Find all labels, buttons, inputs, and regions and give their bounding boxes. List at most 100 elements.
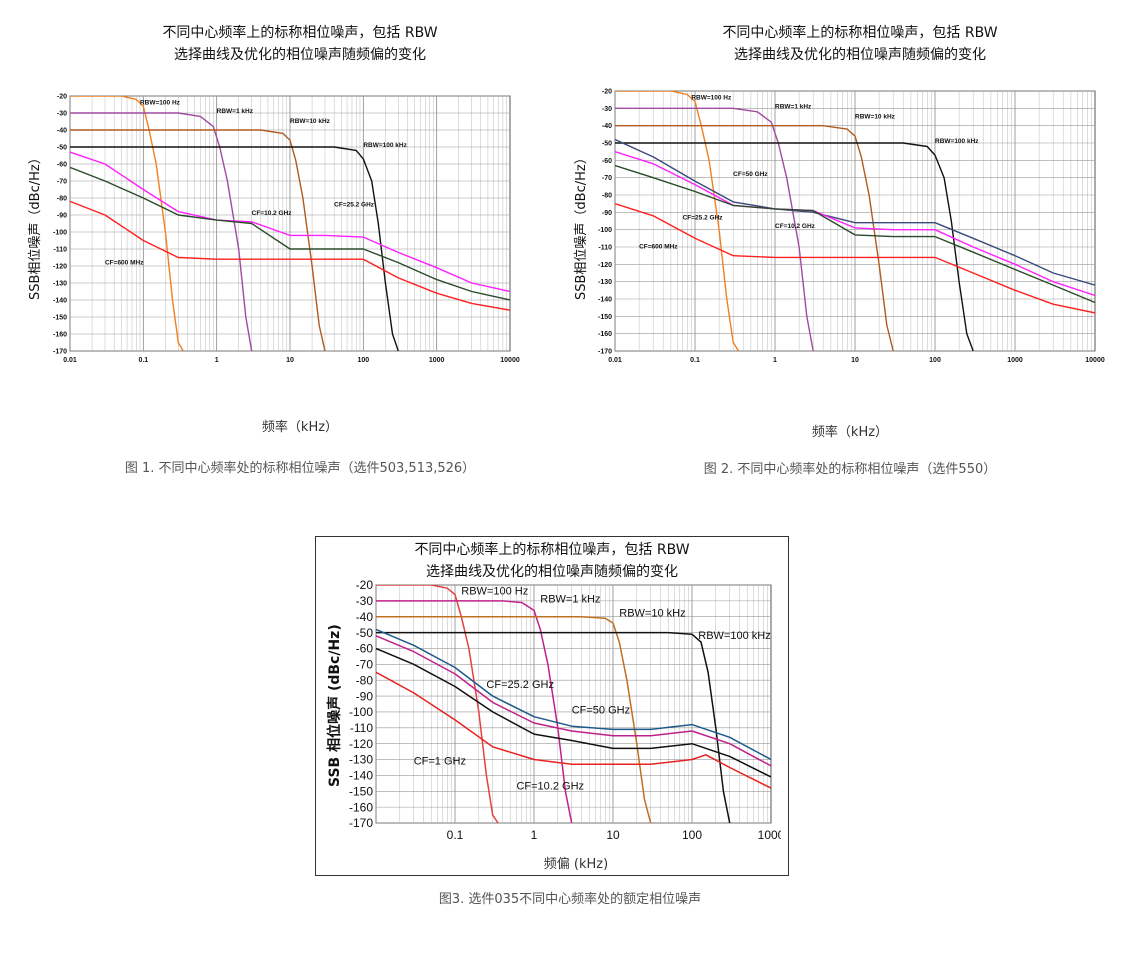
series-annotation: CF=50 GHz [733, 171, 768, 178]
y-tick-label: -90 [356, 689, 374, 703]
series-annotation: CF=10.2 GHz [516, 781, 584, 793]
y-tick-label: -150 [598, 314, 612, 321]
caption-1: 图 1. 不同中心频率处的标称相位噪声（选件503,513,526） [124, 461, 476, 476]
series-line-4 [615, 138, 1095, 286]
y-tick-label: -20 [602, 88, 612, 95]
y-tick-label: -160 [349, 800, 373, 814]
series-line-5 [615, 151, 1095, 297]
y-tick-label: -150 [53, 314, 67, 321]
x-axis-label-3: 频偏 (kHz) [543, 857, 609, 872]
figure-3-frame: 不同中心频率上的标称相位噪声，包括 RBW 选择曲线及优化的相位噪声随频偏的变化… [315, 536, 789, 876]
series-line-3 [376, 631, 731, 823]
grid [69, 95, 510, 352]
series-annotation: RBW=1 kHz [540, 593, 600, 605]
y-tick-label: -140 [598, 296, 612, 303]
y-tick-label: -170 [598, 348, 612, 355]
y-tick-label: -30 [57, 110, 67, 117]
grid [614, 90, 1095, 352]
x-tick-label: 1 [531, 828, 538, 842]
y-tick-label: -50 [602, 140, 612, 147]
x-tick-label: 0.01 [63, 357, 77, 364]
y-tick-label: -170 [349, 816, 373, 830]
series-annotation: CF=25.2 GHz [683, 214, 724, 221]
y-tick-label: -150 [349, 784, 373, 798]
series-line-7 [70, 200, 510, 311]
y-tick-label: -110 [598, 244, 612, 251]
series-annotation: CF=50 GHz [572, 705, 630, 717]
y-tick-label: -40 [57, 127, 67, 134]
y-tick-label: -60 [57, 161, 67, 168]
y-tick-label: -60 [602, 158, 612, 165]
chart-1: -20 -30 -40 -50 -60 -70 -80 -90 -100 -110 -120 -130… [53, 93, 520, 364]
grid [375, 584, 771, 824]
y-tick-label: -120 [349, 737, 373, 751]
y-tick-label: -130 [349, 753, 373, 767]
y-tick-label: -20 [57, 93, 67, 100]
y-tick-label: -90 [57, 212, 67, 219]
y-tick-label: -120 [53, 263, 67, 270]
x-tick-label: 1 [773, 357, 777, 364]
series-annotation: CF=600 MHz [105, 259, 144, 266]
x-tick-label: 0.1 [447, 828, 464, 842]
y-tick-label: -60 [356, 642, 374, 656]
series-line-2 [615, 125, 894, 351]
chart-3: -20 -30 -40 -50 -60 -70-80 -90 -100 -110 -120 -130… [349, 579, 781, 842]
series-annotation: CF=1 GHz [414, 755, 466, 767]
series-annotation: RBW=100 Hz [140, 100, 181, 107]
chart-title-1: 不同中心频率上的标称相位噪声，包括 RBW 选择曲线及优化的相位噪声随频偏的变化 [162, 25, 438, 63]
x-axis-label-1: 频率（kHz） [261, 420, 339, 435]
x-tick-label: 100 [929, 357, 941, 364]
chart-title-3: 不同中心频率上的标称相位噪声，包括 RBW 选择曲线及优化的相位噪声随频偏的变化 [414, 542, 690, 580]
series-annotation: RBW=10 kHz [855, 114, 896, 121]
x-axis-label-2: 频率（kHz） [811, 425, 889, 440]
y-tick-label: -160 [53, 331, 67, 338]
y-tick-label: -160 [598, 331, 612, 338]
plot-area [375, 584, 772, 824]
series-line-5 [70, 166, 510, 301]
y-tick-label: -140 [349, 769, 373, 783]
y-tick-label: -20 [356, 579, 374, 592]
series-annotation: CF=600 MHz [639, 244, 678, 251]
y-tick-label: -120 [598, 262, 612, 269]
x-tick-label: 1000 [1007, 357, 1023, 364]
series-annotation: CF=25.2 GHz [334, 202, 375, 209]
x-tick-label: 10 [851, 357, 859, 364]
x-tick-label: 10 [286, 357, 294, 364]
series-annotation: RBW=1 kHz [217, 108, 254, 115]
y-tick-label: -50 [356, 626, 374, 640]
series-line-1 [376, 600, 573, 823]
y-tick-label: -70 [602, 175, 612, 182]
y-tick-label: -80 [356, 673, 374, 687]
series-annotation: RBW=100 kHz [698, 630, 770, 642]
series-line-6 [615, 164, 1095, 304]
x-tick-label: 1000 [758, 828, 781, 842]
y-tick-label: -130 [53, 280, 67, 287]
x-tick-label: 10000 [500, 357, 520, 364]
y-tick-label: -100 [53, 229, 67, 236]
series-line-3 [615, 142, 974, 351]
y-tick-label: -70 [57, 178, 67, 185]
series-line-5 [376, 635, 771, 767]
chart-title-2: 不同中心频率上的标称相位噪声，包括 RBW 选择曲线及优化的相位噪声随频偏的变化 [722, 25, 998, 63]
y-tick-label: -100 [598, 227, 612, 234]
series-line-4 [376, 628, 771, 761]
caption-2: 图 2. 不同中心频率处的标称相位噪声（选件550） [703, 462, 997, 477]
y-tick-label: -100 [349, 705, 373, 719]
series-line-7 [615, 203, 1095, 314]
y-tick-label: -170 [53, 348, 67, 355]
y-tick-label: -30 [602, 106, 612, 113]
y-tick-label: -110 [53, 246, 67, 253]
y-tick-label: -110 [350, 721, 373, 735]
series-line-3 [70, 146, 399, 351]
y-tick-label: -90 [602, 210, 612, 217]
chart-2: -20 -30 -40 -50 -60 -70 -80 -90 -100 -110 -120 -130… [598, 88, 1105, 364]
y-tick-label: -80 [57, 195, 67, 202]
series-annotation: RBW=10 kHz [290, 118, 331, 125]
series-annotation: RBW=10 kHz [619, 608, 685, 620]
x-tick-label: 10 [606, 828, 620, 842]
series-annotation: RBW=100 kHz [363, 142, 407, 149]
series-annotation: RBW=100 Hz [461, 586, 528, 598]
figure-1: 不同中心频率上的标称相位噪声，包括 RBW 选择曲线及优化的相位噪声随频偏的变化… [0, 0, 560, 480]
series-annotation: RBW=100 kHz [935, 138, 979, 145]
y-tick-label: -140 [53, 297, 67, 304]
